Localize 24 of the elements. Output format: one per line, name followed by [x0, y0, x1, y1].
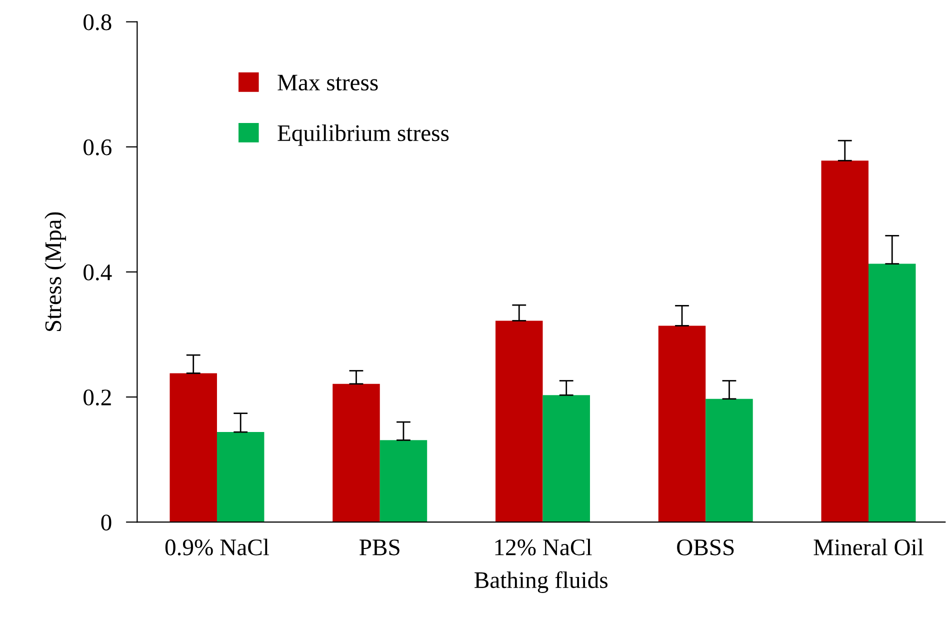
y-tick-label: 0.6 [84, 139, 112, 156]
bar [496, 320, 543, 522]
legend-label: Max stress [278, 74, 378, 91]
x-tick-label: 12% NaCl [495, 538, 592, 556]
x-tick-label: Mineral Oil [814, 538, 924, 556]
x-axis-title: Bathing fluids [474, 571, 608, 593]
bar [821, 160, 868, 522]
bar [706, 398, 753, 522]
x-tick-label: OBSS [677, 539, 734, 556]
bar [542, 395, 590, 522]
y-tick-label: 0 [101, 514, 112, 530]
bar [216, 432, 264, 522]
bar [332, 384, 380, 522]
bar [170, 373, 217, 522]
bar [658, 326, 706, 522]
x-tick-label: PBS [360, 539, 400, 556]
y-tick-label: 0.8 [84, 14, 112, 30]
legend-label: Equilibrium stress [278, 124, 449, 146]
y-tick-label: 0.4 [84, 264, 112, 280]
x-tick-label: 0.9% NaCl [165, 538, 269, 556]
bar [868, 264, 916, 522]
bar [380, 440, 428, 522]
y-axis-title: Stress (Mpa) [44, 212, 66, 332]
y-tick-label: 0.2 [84, 389, 111, 406]
